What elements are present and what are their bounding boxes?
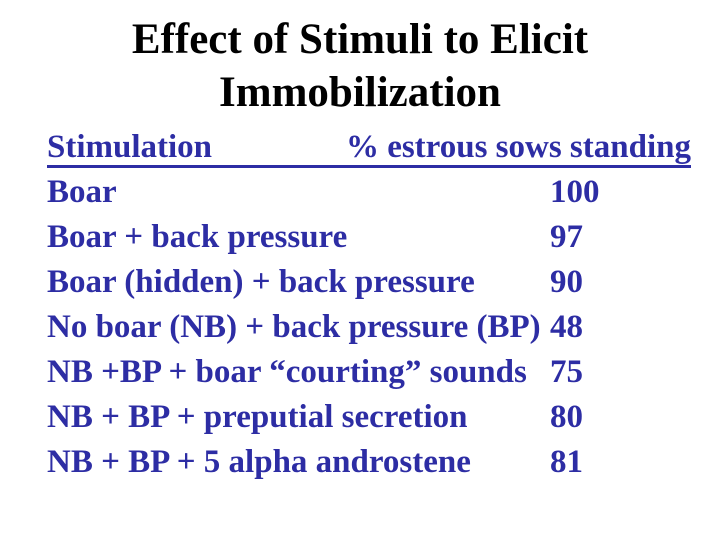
slide-title-line1: Effect of Stimuli to Elicit: [131, 16, 589, 63]
value-cell: 75: [550, 354, 583, 390]
table-header-row: Stimulation % estrous sows standing: [47, 131, 691, 168]
value-cell: 81: [550, 444, 583, 480]
stimulus-cell: Boar: [47, 174, 117, 210]
column-header-stimulation: Stimulation: [47, 129, 213, 165]
stimulus-cell: NB + BP + preputial secretion: [47, 399, 468, 435]
slide-title-line2: Immobilization: [219, 69, 501, 116]
table-row: Boar 100: [47, 170, 691, 215]
table-row: Boar + back pressure 97: [47, 215, 691, 260]
stimuli-table: Stimulation % estrous sows standing Boar…: [47, 131, 691, 485]
table-row: Boar (hidden) + back pressure 90: [47, 260, 691, 305]
table-row: NB + BP + preputial secretion 80: [47, 395, 691, 440]
table-row: No boar (NB) + back pressure (BP) 48: [47, 305, 691, 350]
stimulus-cell: Boar + back pressure: [47, 219, 348, 255]
stimulus-cell: NB +BP + boar “courting” sounds: [47, 354, 527, 390]
table-row: NB +BP + boar “courting” sounds 75: [47, 350, 691, 395]
slide-title: Effect of Stimuli to Elicit Immobilizati…: [0, 13, 720, 119]
stimulus-cell: NB + BP + 5 alpha androstene: [47, 444, 471, 480]
value-cell: 100: [550, 174, 600, 210]
value-cell: 90: [550, 264, 583, 300]
value-cell: 48: [550, 309, 583, 345]
table-row: NB + BP + 5 alpha androstene 81: [47, 440, 691, 485]
stimulus-cell: No boar (NB) + back pressure (BP): [47, 309, 541, 345]
column-header-percent-standing: % estrous sows standing: [345, 129, 691, 165]
stimulus-cell: Boar (hidden) + back pressure: [47, 264, 475, 300]
table-rows: Boar 100 Boar + back pressure 97 Boar (h…: [47, 170, 691, 485]
value-cell: 97: [550, 219, 583, 255]
value-cell: 80: [550, 399, 583, 435]
